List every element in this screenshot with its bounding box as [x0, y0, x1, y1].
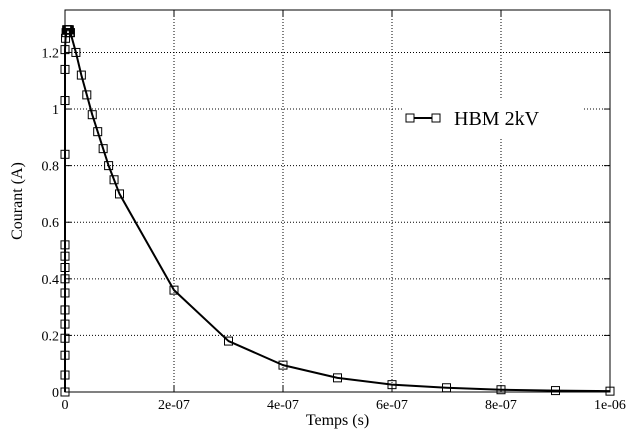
data-point	[224, 336, 233, 346]
x-tick-label: 4e-07	[267, 398, 299, 413]
data-point	[60, 288, 70, 298]
y-tick-label: 0.8	[42, 160, 60, 175]
x-tick-label: 0	[62, 398, 69, 413]
data-point	[605, 386, 615, 396]
y-tick-label: 1.2	[42, 46, 60, 61]
data-point	[60, 350, 70, 360]
data-point	[65, 28, 75, 38]
y-tick-label: 0.6	[42, 216, 60, 231]
series-line	[64, 28, 611, 393]
data-point	[60, 333, 70, 343]
data-point	[115, 189, 124, 199]
data-point	[496, 385, 506, 395]
data-point	[60, 274, 70, 284]
y-tick-label: 1	[52, 103, 59, 118]
legend-marker	[431, 113, 441, 123]
data-point	[442, 383, 451, 393]
data-point	[76, 70, 86, 80]
x-tick-label: 6e-07	[376, 398, 408, 413]
data-point	[98, 144, 108, 154]
data-point	[551, 386, 560, 396]
data-point	[333, 373, 342, 383]
x-tick-label: 2e-07	[158, 398, 190, 413]
data-point	[82, 90, 92, 100]
y-axis-title: Courant (A)	[9, 162, 26, 240]
x-axis-title: Temps (s)	[306, 412, 369, 429]
y-tick-label: 0	[52, 386, 59, 401]
data-point	[60, 240, 70, 250]
data-point	[71, 47, 81, 57]
data-point	[60, 319, 70, 329]
data-point	[60, 251, 70, 261]
data-point	[60, 64, 70, 74]
x-tick-label: 8e-07	[485, 398, 517, 413]
legend-label: HBM 2kV	[454, 108, 540, 130]
data-point	[60, 305, 70, 315]
x-tick-label: 1e-06	[594, 398, 626, 413]
data-point	[109, 175, 119, 185]
data-point	[169, 285, 179, 295]
data-point	[60, 387, 70, 397]
data-point	[387, 380, 397, 390]
data-point	[64, 25, 74, 35]
data-point	[87, 110, 97, 120]
data-point	[278, 360, 288, 370]
plot-area	[64, 9, 611, 393]
data-point	[93, 127, 103, 137]
data-point	[60, 370, 70, 380]
data-point	[60, 45, 70, 55]
data-point	[60, 149, 70, 159]
legend: HBM 2kV	[402, 98, 582, 138]
y-tick-label: 0.4	[42, 273, 60, 288]
y-tick-label: 0.2	[42, 329, 60, 344]
series-layer	[60, 25, 615, 397]
data-point	[104, 161, 114, 171]
data-point	[60, 262, 70, 272]
axis-ticks: 0 2e-07 4e-07 6e-07 8e-07 1e-06 0 0.2 0.4 0.6 0.8 1…	[42, 10, 626, 413]
data-point	[60, 96, 70, 106]
legend-marker	[405, 113, 415, 123]
grid-lines	[65, 10, 610, 392]
